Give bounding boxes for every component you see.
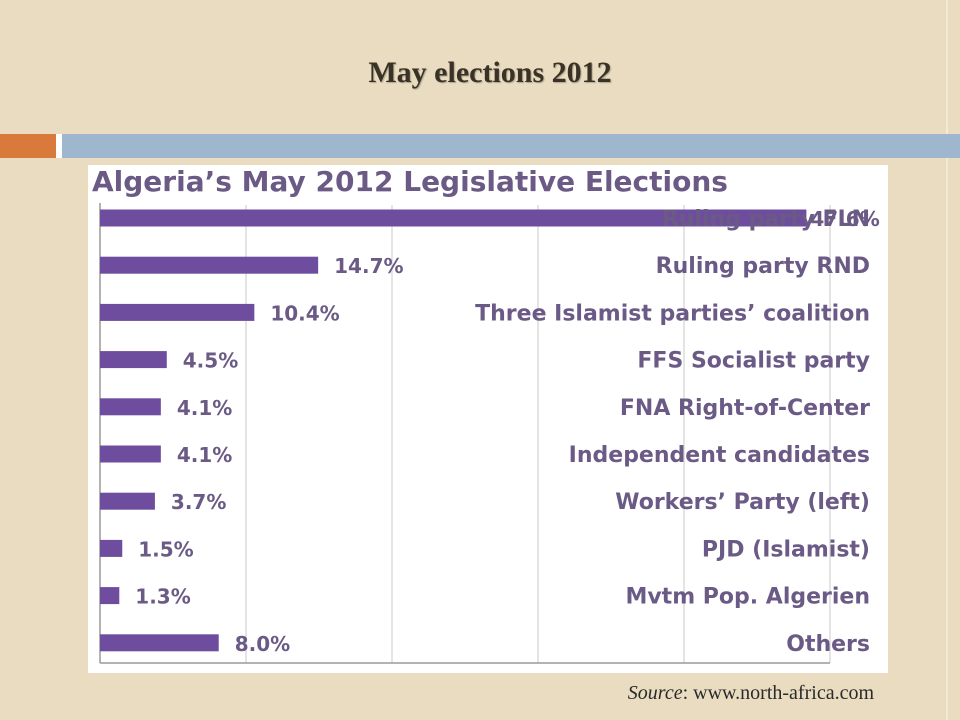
bar-chart: 47.6%Ruling party FLN 14.7% Ruling party R… <box>99 203 880 664</box>
source-credit: Source: www.north-africa.com <box>628 682 874 705</box>
bar-value-label: 47.6% <box>810 207 879 231</box>
bar <box>100 445 161 463</box>
source-label: Source <box>627 682 683 704</box>
bar <box>100 539 123 557</box>
bar-value-label: 4.1% <box>177 443 232 467</box>
slide-edge-rule <box>946 0 948 720</box>
bar-value-label: 4.5% <box>183 349 238 373</box>
accent-band-separator <box>56 134 62 158</box>
category-label: Ruling party FLN <box>662 207 870 232</box>
bar <box>100 398 161 416</box>
bar-value-label: 8.0% <box>235 632 290 656</box>
bar-value-label: 4.1% <box>177 396 232 420</box>
chart-panel: 47.6% Ruling party FLN 14.7% Ruling party R… <box>88 165 888 673</box>
accent-band-orange <box>0 134 56 158</box>
bar-value-label: 14.7% <box>334 254 403 278</box>
bar <box>100 351 167 369</box>
bar-value-label: 1.5% <box>138 537 193 561</box>
bar-value-label: 3.7% <box>171 490 226 514</box>
bar <box>100 209 807 227</box>
accent-band-blue <box>62 134 960 158</box>
category-label: PJD (Islamist) <box>702 537 870 562</box>
category-label: Three Islamist parties’ coalition <box>475 301 870 326</box>
bar <box>100 634 219 652</box>
category-label: FNA Right-of-Center <box>620 396 870 421</box>
category-label: Others <box>786 632 870 657</box>
category-label: Independent candidates <box>569 443 870 468</box>
category-label: Workers’ Party (left) <box>615 490 870 515</box>
category-label: Mvtm Pop. Algerien <box>625 585 870 610</box>
category-label: FFS Socialist party <box>637 349 870 374</box>
source-url: : www.north-africa.com <box>682 682 874 704</box>
bar-value-label: 1.3% <box>135 585 190 609</box>
slide-title: May elections 2012 <box>368 56 612 89</box>
bar <box>100 492 155 510</box>
bar <box>100 303 255 321</box>
category-label: Ruling party RND <box>656 254 870 279</box>
bar-value-label: 10.4% <box>270 301 339 325</box>
bar <box>100 587 120 605</box>
chart-title: Algeria’s May 2012 Legislative Elections <box>92 165 728 198</box>
bar <box>100 256 319 274</box>
